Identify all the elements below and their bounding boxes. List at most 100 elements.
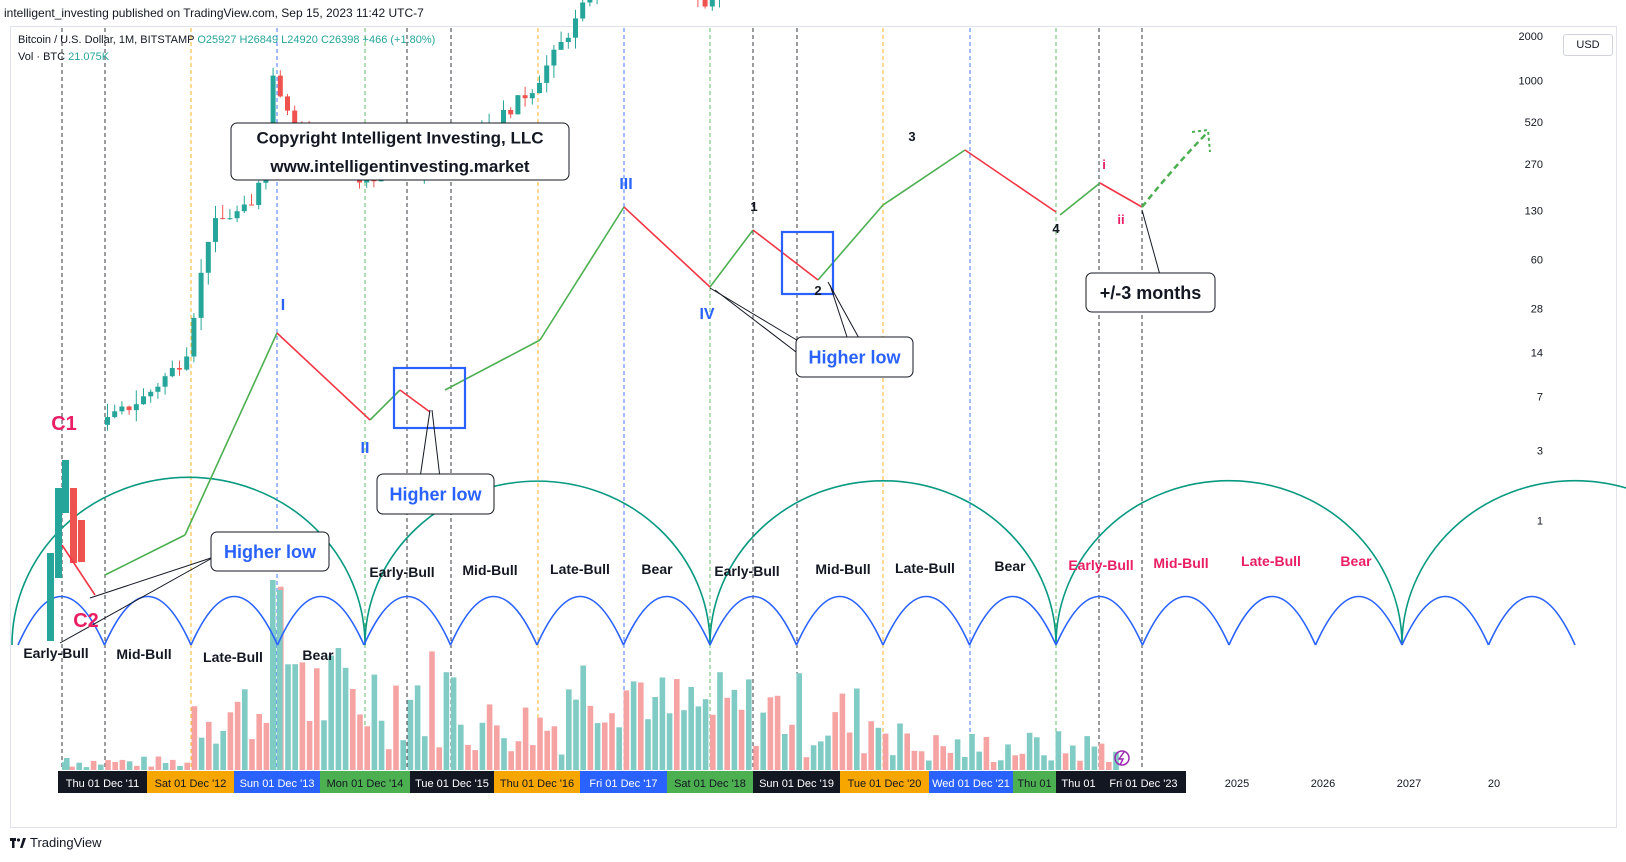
volume-bar [429, 651, 435, 770]
volume-bar [551, 726, 558, 770]
y-tick-label: 14 [1531, 347, 1543, 359]
volume-bar [1034, 737, 1040, 770]
wave-label: 4 [1052, 221, 1060, 236]
volume-bar [285, 664, 291, 770]
wave-label: 2 [814, 283, 821, 298]
volume-value: 21.075K [68, 51, 110, 63]
volume-bar [191, 706, 198, 770]
market-cycle-arc [1055, 479, 1403, 646]
y-tick-label: 1 [1537, 516, 1543, 528]
volume-bar [458, 724, 464, 770]
time-axis-label: Thu 01 Dec '16 [500, 778, 574, 790]
volume-bar [1019, 753, 1026, 770]
volume-bar [494, 725, 500, 770]
tradingview-logo-icon [10, 837, 26, 849]
candle-body [537, 82, 542, 94]
sub-cycle-arc [363, 595, 452, 646]
y-tick-label: 7 [1537, 392, 1543, 404]
currency-button[interactable]: USD [1563, 34, 1613, 56]
bull-wave-arrow [369, 389, 401, 421]
candle-body [133, 404, 139, 411]
sub-cycle-arc [1487, 595, 1576, 646]
volume-bar [299, 662, 306, 770]
time-axis-label: Tue 01 Dec '20 [848, 778, 922, 790]
time-axis-label: Fri 01 Dec '23 [1109, 778, 1177, 790]
candle-body [169, 368, 175, 377]
volume-bar [681, 710, 687, 770]
symbol-name[interactable]: Bitcoin / U.S. Dollar, 1M, BITSTAMP [18, 34, 195, 46]
higher-low-box [780, 230, 835, 296]
y-tick-label: 28 [1531, 303, 1543, 315]
candle-body [285, 96, 290, 111]
copyright-box-text: Copyright Intelligent Investing, LLC [256, 128, 543, 147]
bear-wave-arrow [276, 332, 371, 421]
time-axis-label-bg [929, 771, 1013, 793]
sub-cycle-arc [190, 595, 279, 646]
volume-bar [242, 689, 248, 770]
volume-bar [746, 679, 752, 770]
volume-bar [702, 699, 709, 770]
cycle-phase-label: Late-Bull [1241, 553, 1301, 569]
candle-body [522, 95, 528, 99]
wave-label: III [619, 176, 632, 193]
candle-body [148, 391, 154, 397]
cycle-phase-label: Bear [1340, 553, 1372, 569]
wave-label: C1 [51, 413, 77, 435]
volume-bar [616, 727, 622, 770]
volume-bar [659, 677, 666, 770]
sub-cycle-arc [1314, 595, 1403, 646]
volume-label[interactable]: Vol · BTC [18, 51, 66, 63]
callout-pointer [714, 289, 801, 356]
time-axis-label: 2026 [1311, 778, 1335, 790]
candle-body [544, 65, 550, 83]
volume-bar [1005, 744, 1011, 770]
volume-bar [1106, 762, 1112, 770]
candle-body [177, 368, 182, 370]
bull-wave-arrow [104, 534, 186, 576]
volume-bar [1041, 755, 1047, 770]
bull-wave-arrow [817, 204, 884, 281]
sub-cycle-arc [1141, 595, 1230, 646]
candle-body [162, 376, 168, 387]
cycle-phase-label: Late-Bull [203, 649, 263, 665]
volume-bar [954, 739, 961, 770]
volume-bar [875, 727, 882, 770]
projection-arrow [1141, 131, 1209, 208]
volume-bar [530, 745, 536, 770]
volume-bar [400, 740, 406, 770]
volume-bar [378, 720, 385, 770]
sub-cycle-arc [103, 595, 192, 646]
y-tick-label: 2000 [1519, 31, 1543, 43]
volume-bar [1098, 743, 1105, 770]
volume-bar [148, 766, 154, 770]
volume-bar [969, 734, 975, 770]
legend-low: L24920 [281, 34, 318, 46]
higher-low-callout-text: Higher low [389, 484, 482, 504]
volume-bar [652, 697, 658, 770]
volume-bar [904, 733, 910, 770]
published-line: intelligent_investing published on Tradi… [4, 6, 424, 20]
volume-bar [335, 648, 342, 770]
bear-wave-arrow [1099, 182, 1143, 208]
volume-bar [645, 719, 651, 770]
candle-body [126, 406, 132, 411]
wave-label: ii [1117, 212, 1124, 227]
volume-bar [414, 685, 421, 770]
time-axis-label: Wed 01 Dec '21 [932, 778, 1010, 790]
volume-bar [321, 720, 327, 770]
bull-wave-arrow [444, 339, 541, 391]
time-axis-label: 2027 [1397, 778, 1421, 790]
volume-bar [126, 761, 133, 770]
volume-bar [1048, 760, 1054, 770]
volume-bar [587, 705, 594, 770]
volume-bar [328, 655, 334, 770]
candle-body [191, 317, 197, 357]
wave-label: I [281, 297, 285, 314]
candle-body [112, 411, 118, 418]
volume-bar [1055, 731, 1062, 770]
candle-body [70, 488, 77, 563]
volume-bar [350, 689, 356, 770]
market-cycle-arc [11, 476, 366, 646]
candle-body [508, 110, 514, 115]
